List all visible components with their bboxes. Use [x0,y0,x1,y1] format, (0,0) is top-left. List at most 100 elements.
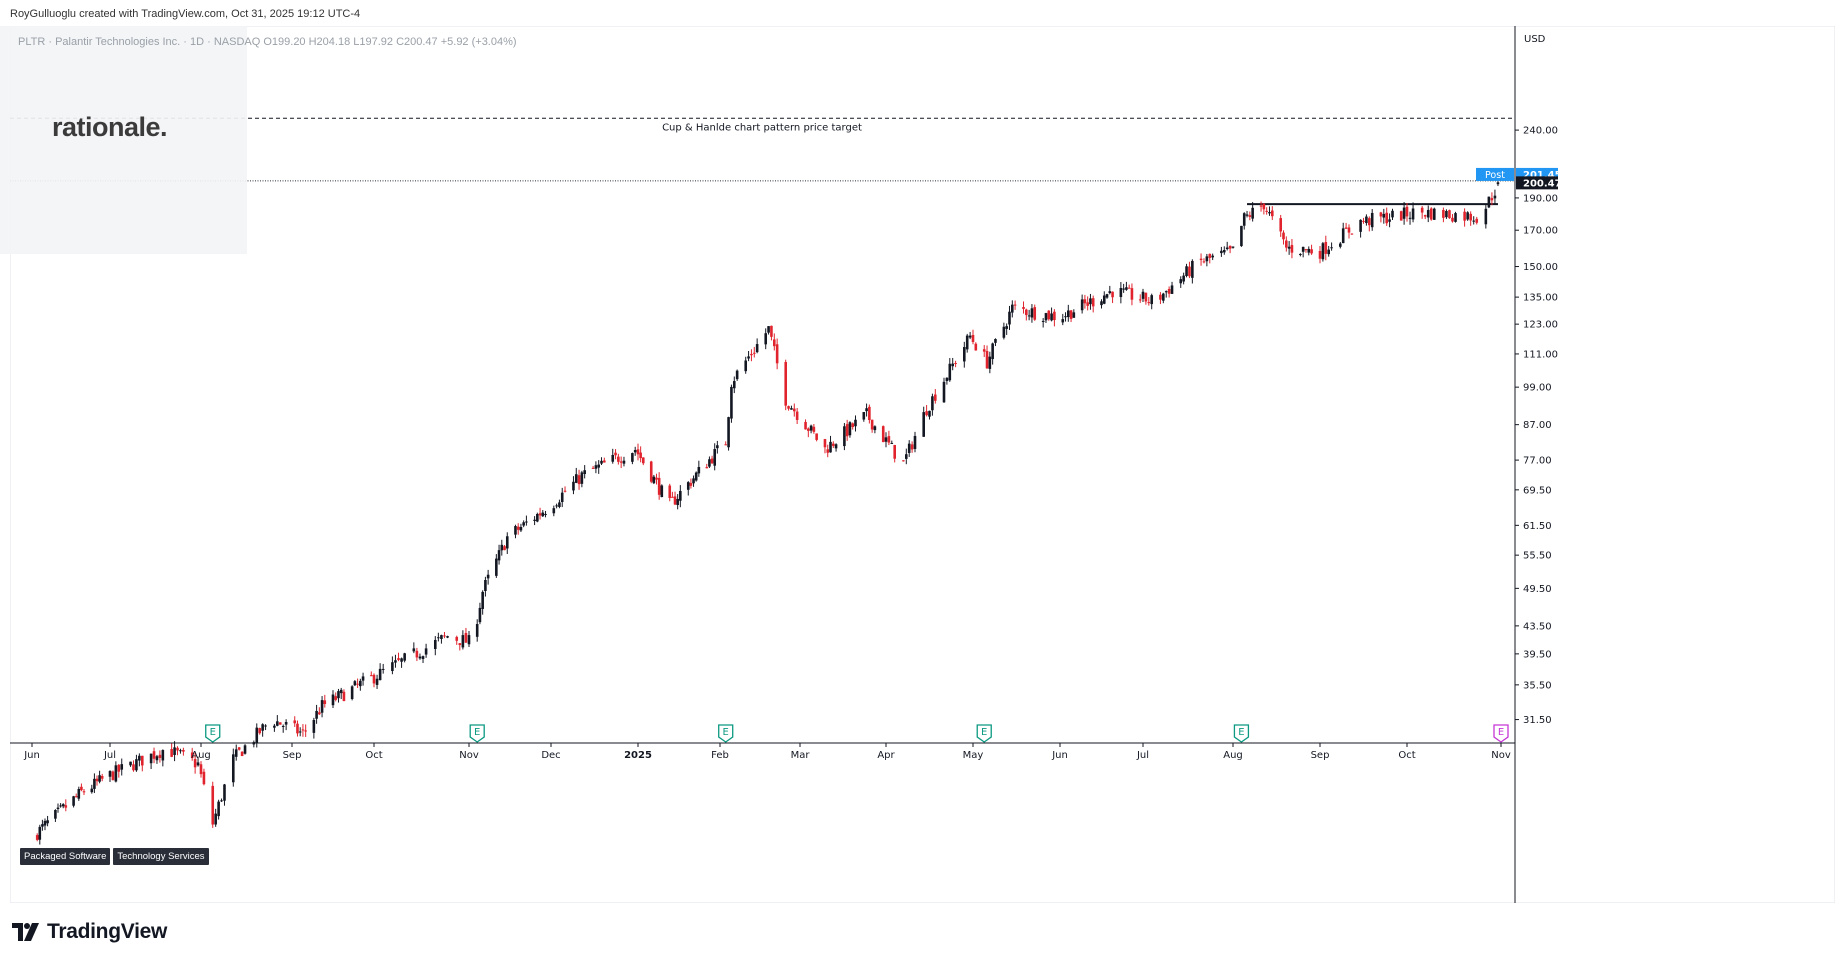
candle-body [74,796,78,798]
earnings-marker[interactable]: E [976,724,992,743]
candle-body [552,508,556,514]
candle-body [649,461,653,482]
time-axis[interactable]: Jun Jul Aug Sep Oct Nov Dec 2025 Feb Mar Apr May Jun… [23,743,1511,761]
tradingview-logo[interactable]: TradingView [12,920,167,944]
candle [636,443,640,461]
tag-sector[interactable]: Technology Services [113,848,209,865]
earnings-marker[interactable]: E [1233,724,1250,743]
candle [1080,294,1084,314]
earnings-badge-label: E [981,727,987,738]
candle-body [829,441,832,453]
candle [1010,300,1014,318]
candle-body [873,426,877,431]
candle-body [686,482,690,490]
candle-body [1108,291,1112,294]
earnings-marker[interactable]: E [1493,724,1509,743]
candle-body [560,492,564,503]
candle-body [1262,203,1266,210]
price-chart[interactable]: Cup & Hanlde chart pattern price target … [10,26,1835,903]
symbol-legend[interactable]: PLTR · Palantir Technologies Inc. · 1D ·… [18,36,517,48]
candle [117,763,121,778]
candle-body [544,513,547,515]
candle-body [475,624,479,637]
candle [657,472,661,500]
candle [1245,210,1249,218]
candle-body [1321,243,1325,260]
candle [516,523,520,535]
candle [603,457,606,463]
candle [577,469,581,490]
candle-body [752,352,756,354]
candle-body [403,653,406,661]
candle-body [600,460,603,464]
candle [170,743,173,758]
candle-body [1463,211,1466,221]
candle-body [412,648,416,652]
candle-body [1022,307,1025,309]
candle-body [176,747,179,751]
candle [925,405,928,417]
price-tick-label: 55.50 [1523,551,1552,562]
candle-body [971,335,975,343]
price-tick-label: 170.00 [1523,226,1558,237]
candle [744,356,748,374]
price-axis[interactable]: USD 240.00 190.00 170.00 150.00 135.00 123.00… [1515,34,1558,726]
candle [397,652,400,662]
candle [74,793,78,798]
candle-body [692,478,695,484]
candle [318,707,321,715]
candle-body [522,522,525,526]
candle-body [1420,207,1424,213]
candle-body [826,449,830,453]
candle [1050,307,1053,322]
candle-body [577,475,581,485]
candle-body [298,731,302,733]
candle-body [1086,302,1089,306]
candle [161,749,165,767]
candle-body [922,412,925,437]
candle-body [437,637,440,639]
candle [486,569,490,585]
candle-body [1475,218,1479,223]
tag-industry[interactable]: Packaged Software [20,848,111,865]
candle [1150,293,1154,310]
chart-credit: RoyGulluoglu created with TradingView.co… [10,8,361,20]
candle [514,524,517,539]
candle-body [400,658,403,662]
watermark-logo: rationale. [52,112,168,142]
candle-body [519,526,523,531]
earnings-marker[interactable]: E [205,724,221,743]
candle [38,824,42,845]
candle-body [95,778,99,782]
candle-body [870,419,874,430]
candle-body [1487,196,1491,208]
earnings-marker[interactable]: E [469,724,485,743]
time-tick-label: Jul [103,750,116,761]
candle [694,471,698,482]
candle-body [179,750,182,752]
candle [951,357,954,371]
price-tick-label: 61.50 [1523,521,1552,532]
tradingview-icon [12,923,39,941]
price-tick-label: 190.00 [1523,193,1558,204]
candle [1083,294,1087,309]
candle-body [727,417,730,448]
candle-body [1399,211,1403,221]
time-tick-label: Aug [191,750,211,761]
candle-body [161,750,165,761]
earnings-marker[interactable]: E [718,724,734,743]
candle [928,410,931,420]
candle-body [1167,289,1171,294]
candle-body [505,536,509,549]
candle [649,460,653,484]
candle [220,798,223,802]
candle-body [202,771,206,785]
candle-body [255,727,259,743]
candle [945,377,949,385]
earnings-badge [976,724,992,743]
candle-body [1493,195,1497,199]
candle [1287,241,1291,255]
candle [1130,283,1134,306]
price-tick-label: 87.00 [1523,420,1552,431]
